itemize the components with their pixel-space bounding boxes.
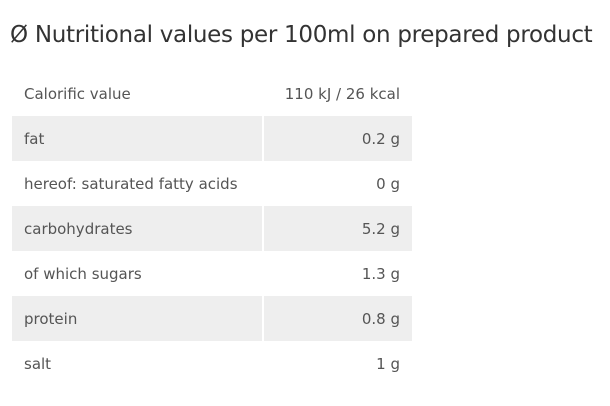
table-row: of which sugars 1.3 g: [12, 251, 412, 296]
nutrient-value: 5.2 g: [264, 206, 412, 251]
table-row: Calorific value 110 kJ / 26 kcal: [12, 71, 412, 116]
nutrient-value: 0.8 g: [264, 296, 412, 341]
nutrient-name: Calorific value: [24, 84, 131, 103]
nutrient-name: of which sugars: [24, 264, 142, 283]
nutrient-value: 110 kJ / 26 kcal: [284, 84, 400, 103]
table-row: protein 0.8 g: [12, 296, 412, 341]
nutrient-name: protein: [12, 296, 262, 341]
nutrient-name: carbohydrates: [12, 206, 262, 251]
nutrient-name: hereof: saturated fatty acids: [24, 174, 238, 193]
table-row: hereof: saturated fatty acids 0 g: [12, 161, 412, 206]
title: Ø Nutritional values per 100ml on prepar…: [10, 22, 593, 48]
table-row: fat 0.2 g: [12, 116, 412, 161]
nutrient-name: salt: [24, 354, 52, 373]
table-row: salt 1 g: [12, 341, 412, 386]
nutrient-value: 0.2 g: [264, 116, 412, 161]
nutrient-name: fat: [12, 116, 262, 161]
table-row: carbohydrates 5.2 g: [12, 206, 412, 251]
nutrient-value: 1 g: [376, 354, 400, 373]
nutrient-value: 0 g: [376, 174, 400, 193]
nutrient-value: 1.3 g: [361, 264, 400, 283]
